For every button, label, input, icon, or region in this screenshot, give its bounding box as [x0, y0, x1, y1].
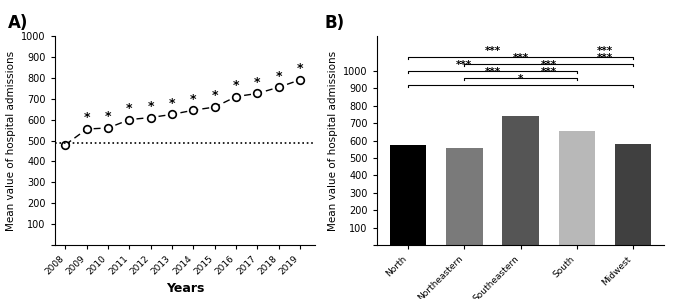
Text: *: * — [147, 100, 154, 113]
Text: *: * — [254, 76, 261, 89]
Text: *: * — [84, 112, 90, 124]
Text: ***: *** — [540, 60, 557, 70]
Text: *: * — [275, 70, 282, 83]
Bar — [446, 148, 483, 245]
Text: ***: *** — [597, 46, 613, 56]
Text: *: * — [233, 79, 239, 92]
Text: ***: *** — [512, 53, 529, 63]
Text: B): B) — [325, 14, 345, 32]
Y-axis label: Mean value of hospital admissions: Mean value of hospital admissions — [327, 51, 338, 231]
Text: *: * — [212, 89, 218, 103]
Bar — [615, 144, 651, 245]
Text: ***: *** — [456, 60, 473, 70]
Text: ***: *** — [540, 67, 557, 77]
Text: *: * — [297, 62, 303, 75]
Text: *: * — [518, 74, 523, 84]
Text: A): A) — [8, 14, 28, 32]
X-axis label: Years: Years — [166, 282, 204, 295]
Bar — [502, 116, 539, 245]
Text: ***: *** — [597, 53, 613, 63]
Bar — [390, 145, 426, 245]
Text: *: * — [105, 110, 112, 123]
Bar — [558, 131, 595, 245]
Text: *: * — [190, 93, 197, 106]
Text: *: * — [126, 102, 133, 115]
Y-axis label: Mean value of hospital admissions: Mean value of hospital admissions — [5, 51, 16, 231]
Text: *: * — [169, 97, 175, 110]
Text: ***: *** — [484, 46, 501, 56]
Text: ***: *** — [484, 67, 501, 77]
